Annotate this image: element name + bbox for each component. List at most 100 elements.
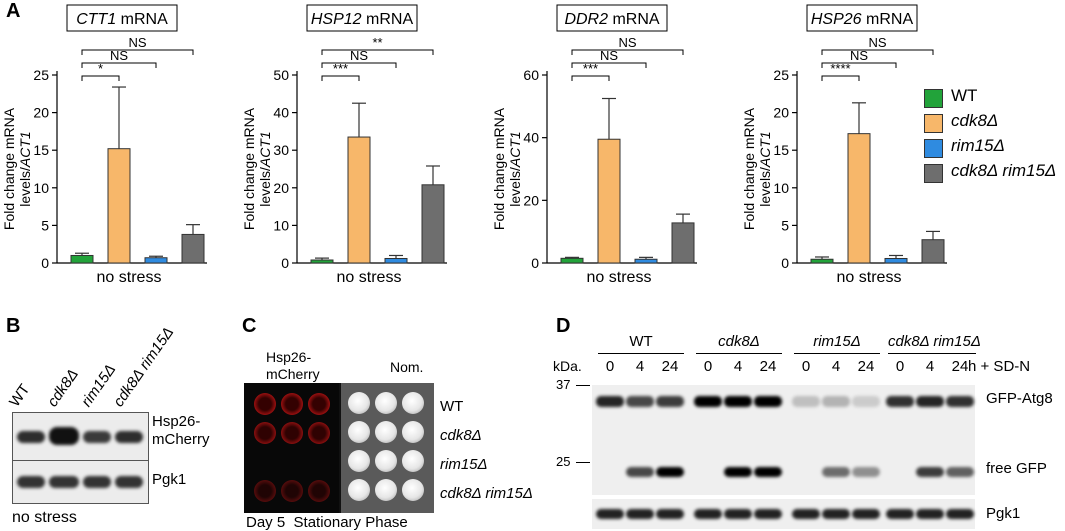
x-axis-label: no stress bbox=[587, 269, 652, 286]
band-gfp-atg8 bbox=[694, 396, 722, 407]
band-gfp-atg8 bbox=[596, 396, 624, 407]
y-tick-label: 20 bbox=[33, 105, 49, 121]
panel-d: D WT cdk8Δ rim15Δ cdk8Δ rim15Δ kDa. 0 4 24 0 4 2… bbox=[550, 305, 1065, 531]
legend-swatch bbox=[924, 89, 943, 108]
band-gfp-atg8 bbox=[886, 396, 914, 407]
band-free-gfp bbox=[724, 467, 752, 477]
group-label: rim15Δ bbox=[813, 333, 861, 350]
timepoint-label: 24 bbox=[661, 358, 679, 375]
band-gfp-atg8 bbox=[852, 396, 880, 407]
legend-label: cdk8Δ rim15Δ bbox=[951, 161, 1057, 180]
significance-label: NS bbox=[128, 35, 146, 50]
bar-rim15 bbox=[384, 257, 408, 264]
band-free-gfp bbox=[946, 467, 974, 477]
col-label-nom: Nom. bbox=[390, 359, 424, 375]
band-pgk1 bbox=[596, 509, 624, 519]
blot-label-line1: Hsp26- bbox=[152, 413, 201, 430]
colony-fluorescent bbox=[254, 422, 276, 444]
panel-a: A CTT1 mRNA Fold change mRNAlevels/ACT1 0 5… bbox=[1, 0, 1057, 286]
band-free-gfp bbox=[754, 467, 782, 477]
colony-fluorescent bbox=[254, 480, 276, 502]
group-underline bbox=[696, 353, 782, 354]
band-gfp-atg8 bbox=[916, 396, 944, 407]
timepoint-label: 24 bbox=[951, 358, 969, 375]
y-tick-label: 0 bbox=[781, 255, 789, 271]
row-label: cdk8Δ bbox=[440, 427, 482, 444]
bar-double bbox=[181, 233, 205, 264]
significance-bracket bbox=[821, 49, 934, 55]
band-free-gfp bbox=[656, 467, 684, 477]
y-axis-label: Fold change mRNAlevels/ACT1 bbox=[491, 107, 523, 230]
band-free-gfp bbox=[852, 467, 880, 477]
y-tick-label: 5 bbox=[781, 217, 789, 233]
significance-label: *** bbox=[333, 61, 348, 76]
significance-bracket bbox=[321, 49, 434, 55]
bar-wt bbox=[70, 254, 94, 264]
timepoint-label: 4 bbox=[925, 358, 935, 375]
timepoint-label: 4 bbox=[733, 358, 743, 375]
panel-b-letter: B bbox=[6, 315, 21, 337]
bar-rim15 bbox=[634, 258, 658, 264]
band-pgk1 bbox=[886, 509, 914, 519]
significance-label: NS bbox=[110, 48, 128, 63]
timepoint-label: 24 bbox=[857, 358, 875, 375]
colony-fluorescent bbox=[308, 451, 330, 473]
group-underline bbox=[888, 353, 976, 354]
y-tick-label: 60 bbox=[523, 67, 539, 83]
chart-ddr2: DDR2 mRNA Fold change mRNAlevels/ACT1 0 20 4… bbox=[491, 4, 697, 286]
band-pgk1 bbox=[694, 509, 722, 519]
significance-label: *** bbox=[583, 61, 598, 76]
significance-bracket bbox=[321, 75, 360, 81]
y-axis-label: Fold change mRNAlevels/ACT1 bbox=[1, 107, 33, 230]
y-tick-label: 20 bbox=[273, 180, 289, 196]
significance-bracket bbox=[81, 62, 157, 68]
colony-fluorescent bbox=[281, 480, 303, 502]
row-label: WT bbox=[440, 398, 464, 415]
band-free-gfp bbox=[626, 467, 654, 477]
chart-title-box bbox=[306, 4, 418, 32]
band-pgk1 bbox=[852, 509, 880, 519]
y-tick-label: 0 bbox=[41, 255, 49, 271]
band bbox=[49, 427, 79, 445]
band-gfp-atg8 bbox=[754, 396, 782, 407]
y-tick-label: 0 bbox=[281, 255, 289, 271]
chart-title: HSP12 mRNA bbox=[311, 11, 414, 28]
panel-a-charts: CTT1 mRNA Fold change mRNAlevels/ACT1 0 5 10… bbox=[1, 4, 947, 286]
y-tick-label: 10 bbox=[33, 180, 49, 196]
chart-hsp26: HSP26 mRNA Fold change mRNAlevels/ACT1 0 5 1… bbox=[741, 4, 947, 286]
colony-nomarski bbox=[375, 392, 397, 414]
blot-label-pgk1: Pgk1 bbox=[152, 471, 187, 488]
marker-25: 25 bbox=[556, 454, 571, 469]
band-pgk1 bbox=[916, 509, 944, 519]
chart-title: CTT1 mRNA bbox=[76, 11, 168, 28]
blot-label-hsp26: Hsp26- mCherry bbox=[152, 413, 210, 449]
significance-bracket bbox=[571, 62, 647, 68]
y-tick-label: 40 bbox=[273, 105, 289, 121]
timepoint-label: 24 bbox=[759, 358, 777, 375]
panel-c-footer: Day 5 Stationary Phase bbox=[246, 514, 408, 531]
blot-pgk1 bbox=[12, 460, 149, 504]
y-tick-label: 20 bbox=[773, 105, 789, 121]
timepoint-label: 4 bbox=[831, 358, 841, 375]
bar-rim15 bbox=[884, 257, 908, 264]
legend-swatch bbox=[924, 114, 943, 133]
col-label-line2: mCherry bbox=[266, 366, 320, 382]
band-pgk1 bbox=[754, 509, 782, 519]
significance-label: ** bbox=[372, 35, 382, 50]
colony-fluorescent bbox=[281, 451, 303, 473]
blot-hsp26-mcherry bbox=[12, 412, 149, 461]
blot-gfp-atg8 bbox=[592, 385, 975, 495]
significance-bracket bbox=[81, 49, 194, 55]
y-tick-label: 30 bbox=[273, 142, 289, 158]
chart-title: HSP26 mRNA bbox=[811, 11, 914, 28]
colony-nomarski bbox=[375, 450, 397, 472]
x-axis-label: no stress bbox=[97, 269, 162, 286]
panel-a-letter: A bbox=[6, 0, 21, 22]
timepoint-label: 0 bbox=[895, 358, 905, 375]
time-suffix: h + SD-N bbox=[968, 358, 1031, 375]
band-gfp-atg8 bbox=[656, 396, 684, 407]
group-label: cdk8Δ bbox=[718, 333, 760, 350]
significance-label: * bbox=[98, 61, 103, 76]
band-gfp-atg8 bbox=[946, 396, 974, 407]
colony-nomarski bbox=[375, 421, 397, 443]
